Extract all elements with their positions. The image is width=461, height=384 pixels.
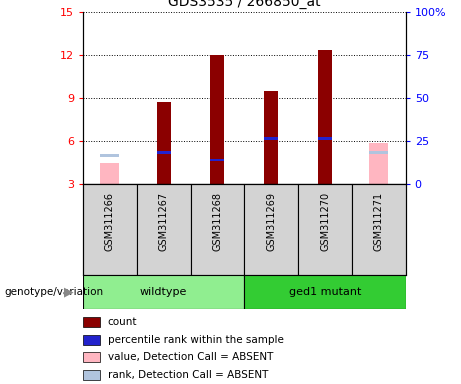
Text: GSM311268: GSM311268 <box>213 192 223 250</box>
Bar <box>210 159 225 161</box>
Bar <box>100 154 119 157</box>
Bar <box>318 50 332 184</box>
Bar <box>83 184 137 275</box>
Bar <box>157 151 171 154</box>
Bar <box>83 317 100 327</box>
Bar <box>190 184 244 275</box>
Title: GDS3535 / 266850_at: GDS3535 / 266850_at <box>168 0 321 9</box>
Bar <box>157 102 171 184</box>
Text: GSM311270: GSM311270 <box>320 192 330 251</box>
Bar <box>352 184 406 275</box>
Bar <box>244 275 406 309</box>
Text: GSM311267: GSM311267 <box>159 192 169 251</box>
Text: count: count <box>107 317 137 327</box>
Text: wildtype: wildtype <box>140 287 187 297</box>
Bar <box>210 55 225 184</box>
Bar <box>318 137 332 139</box>
Bar <box>264 137 278 139</box>
Text: value, Detection Call = ABSENT: value, Detection Call = ABSENT <box>107 353 273 362</box>
Text: GSM311269: GSM311269 <box>266 192 276 250</box>
Bar <box>137 184 190 275</box>
Text: percentile rank within the sample: percentile rank within the sample <box>107 334 284 344</box>
Text: genotype/variation: genotype/variation <box>5 287 104 297</box>
Bar <box>264 91 278 184</box>
Bar <box>83 353 100 362</box>
Bar <box>244 184 298 275</box>
Bar <box>83 370 100 380</box>
Bar <box>100 163 119 184</box>
Text: ▶: ▶ <box>64 285 74 298</box>
Bar <box>369 151 388 154</box>
Bar <box>83 275 244 309</box>
Bar <box>369 142 388 184</box>
Text: ged1 mutant: ged1 mutant <box>289 287 361 297</box>
Bar <box>83 334 100 344</box>
Bar <box>298 184 352 275</box>
Text: GSM311266: GSM311266 <box>105 192 115 250</box>
Text: rank, Detection Call = ABSENT: rank, Detection Call = ABSENT <box>107 370 268 380</box>
Text: GSM311271: GSM311271 <box>374 192 384 251</box>
